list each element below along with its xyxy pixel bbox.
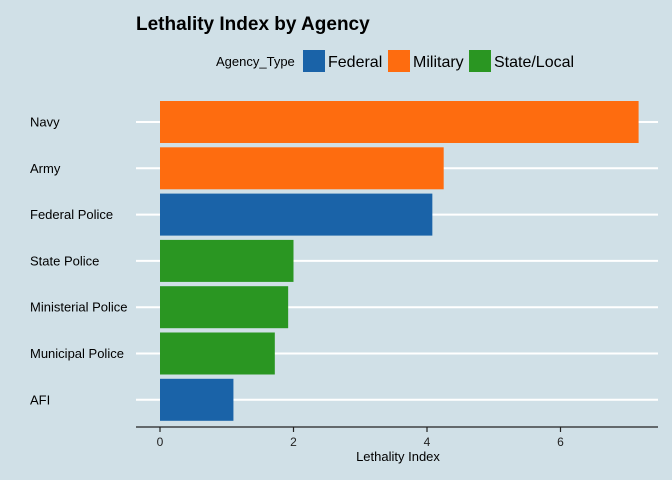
legend-swatch-state-local: [469, 50, 491, 72]
bar-ministerial-police: [160, 286, 289, 329]
bar-navy: [160, 101, 639, 143]
chart-title: Lethality Index by Agency: [136, 14, 370, 35]
x-tick-label: 2: [290, 435, 297, 449]
legend-title: Agency_Type: [216, 54, 295, 69]
category-label: Navy: [30, 115, 60, 130]
bar-municipal-police: [160, 332, 275, 375]
x-axis-title: Lethality Index: [356, 449, 440, 464]
category-label: Army: [30, 161, 61, 176]
legend-label-military: Military: [413, 54, 464, 71]
legend-label-federal: Federal: [328, 54, 382, 71]
category-label: Federal Police: [30, 207, 113, 222]
bar-afi: [160, 378, 234, 421]
legend-swatch-military: [388, 50, 410, 72]
x-tick-label: 0: [157, 435, 164, 449]
bar-army: [160, 147, 444, 190]
x-tick-label: 4: [424, 435, 431, 449]
category-label: State Police: [30, 253, 99, 268]
category-label: Municipal Police: [30, 346, 124, 361]
category-labels: Navy Army Federal Police State Police Minist…: [30, 115, 128, 408]
bar-federal-police: [160, 193, 433, 236]
legend-swatch-federal: [303, 50, 325, 72]
x-tick-label: 6: [557, 435, 564, 449]
legend: Agency_Type Federal Military State/Local: [216, 50, 574, 72]
category-label: Ministerial Police: [30, 300, 128, 315]
category-label: AFI: [30, 392, 50, 407]
x-axis: 0 2 4 6: [136, 426, 658, 449]
bar-state-police: [160, 239, 294, 282]
bars: [160, 101, 639, 421]
legend-label-state-local: State/Local: [494, 54, 574, 71]
